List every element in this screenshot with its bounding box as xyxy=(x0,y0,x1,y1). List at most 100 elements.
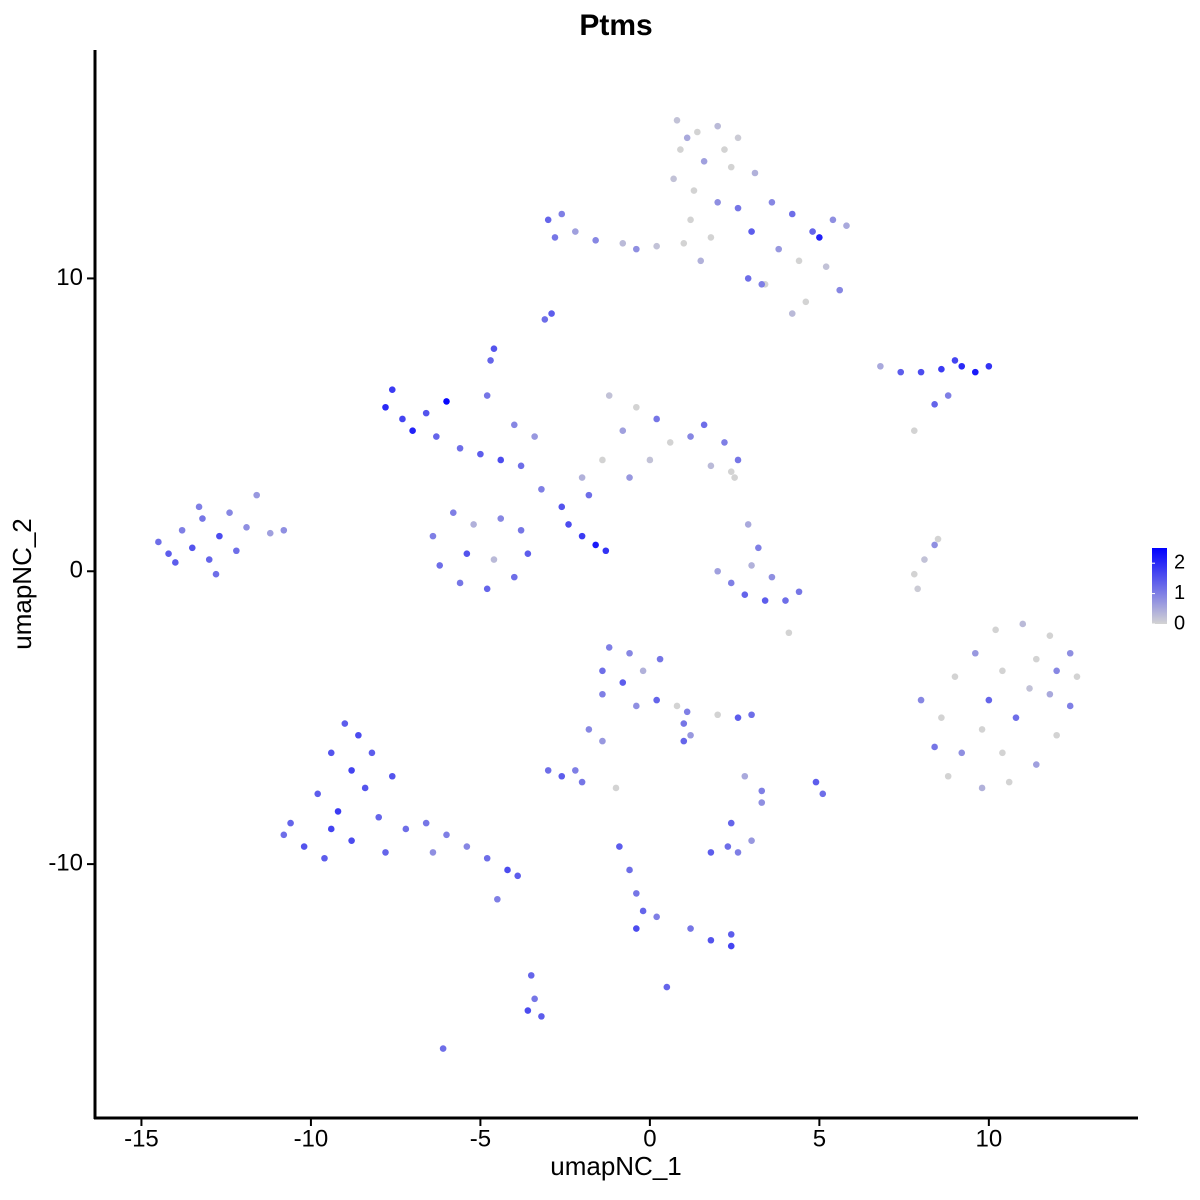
point xyxy=(599,737,606,745)
point xyxy=(375,813,383,821)
point xyxy=(653,242,660,250)
point xyxy=(836,286,844,294)
point xyxy=(1046,690,1054,698)
point xyxy=(1033,655,1040,663)
point xyxy=(463,843,471,850)
point xyxy=(226,509,233,516)
point xyxy=(626,866,633,874)
point xyxy=(690,187,698,194)
point xyxy=(355,731,362,739)
point xyxy=(785,629,793,637)
point xyxy=(734,714,742,721)
point xyxy=(707,234,715,241)
point xyxy=(188,544,196,552)
point xyxy=(707,936,715,944)
point xyxy=(758,280,766,288)
point xyxy=(931,743,938,751)
point xyxy=(205,556,213,563)
point xyxy=(409,427,416,434)
point xyxy=(314,790,322,798)
point xyxy=(680,737,688,745)
point xyxy=(633,925,640,932)
point xyxy=(914,585,921,593)
point xyxy=(727,819,735,827)
colorbar-tick-label: 0 xyxy=(1174,612,1185,634)
y-axis-label: umapNC_2 xyxy=(7,518,37,650)
point xyxy=(978,784,986,792)
point xyxy=(819,790,827,798)
point xyxy=(744,275,752,282)
point xyxy=(388,386,396,393)
point xyxy=(1046,632,1054,639)
point xyxy=(646,456,654,464)
point xyxy=(233,547,240,555)
point xyxy=(280,831,288,839)
point xyxy=(680,720,688,727)
point xyxy=(829,216,837,224)
point xyxy=(666,439,674,446)
point xyxy=(321,854,328,862)
point xyxy=(721,146,728,153)
point xyxy=(253,491,260,499)
point xyxy=(578,532,586,540)
point xyxy=(633,702,640,710)
point xyxy=(741,591,749,598)
point xyxy=(748,228,755,235)
point xyxy=(592,541,599,549)
point xyxy=(463,550,471,557)
chart-title: Ptms xyxy=(579,9,652,42)
point xyxy=(504,866,511,874)
point xyxy=(361,784,369,792)
point xyxy=(388,772,396,780)
point xyxy=(809,228,816,235)
point xyxy=(612,784,620,792)
point xyxy=(958,749,966,757)
point xyxy=(538,1013,545,1020)
point xyxy=(439,1045,447,1052)
point xyxy=(700,421,708,429)
point xyxy=(572,767,579,774)
point xyxy=(544,767,552,774)
point xyxy=(483,585,491,593)
point xyxy=(755,544,762,552)
point xyxy=(633,245,640,253)
point xyxy=(548,310,555,317)
point xyxy=(653,415,660,423)
point xyxy=(243,524,250,531)
point xyxy=(490,556,498,563)
point xyxy=(788,210,796,218)
point xyxy=(683,708,691,716)
point xyxy=(656,655,664,663)
point xyxy=(497,456,505,464)
point xyxy=(527,972,535,979)
point xyxy=(639,667,647,675)
point xyxy=(368,749,376,757)
point xyxy=(429,532,437,540)
point xyxy=(490,345,498,353)
point xyxy=(910,570,918,578)
point xyxy=(727,931,735,938)
colorbar-tick-label: 2 xyxy=(1174,551,1185,573)
point xyxy=(992,626,999,634)
point xyxy=(958,362,966,370)
x-tick-label: 0 xyxy=(643,1125,656,1152)
point xyxy=(758,799,766,806)
point xyxy=(1019,620,1027,628)
point xyxy=(727,942,735,950)
point xyxy=(199,515,206,522)
point xyxy=(978,726,986,733)
point xyxy=(714,567,721,575)
point xyxy=(578,778,586,786)
point xyxy=(558,210,566,218)
point xyxy=(683,134,691,142)
point xyxy=(195,503,203,511)
point xyxy=(748,837,755,844)
point xyxy=(483,392,491,399)
x-tick-label: 5 xyxy=(813,1125,826,1152)
point xyxy=(910,427,918,434)
point xyxy=(999,749,1006,757)
point xyxy=(985,362,993,370)
point xyxy=(172,559,179,566)
point xyxy=(944,392,952,399)
